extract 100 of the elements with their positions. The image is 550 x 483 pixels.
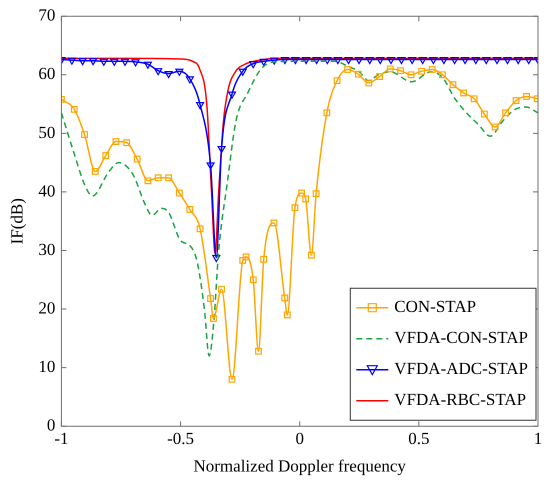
point (482, 56, 490, 64)
x-tick-label: 0.5 (408, 428, 430, 448)
point (292, 204, 298, 212)
point (440, 56, 448, 64)
point (408, 71, 414, 78)
point (154, 68, 162, 76)
point (112, 138, 120, 145)
point (439, 71, 446, 78)
point (492, 56, 502, 64)
point (270, 220, 278, 226)
y-axis-title: IF(dB) (8, 198, 27, 244)
point (312, 190, 320, 198)
legend-label: VFDA-CON-STAP (394, 328, 528, 348)
point (92, 168, 99, 175)
point (408, 56, 416, 64)
point (123, 139, 130, 146)
point (120, 58, 130, 66)
point (450, 56, 459, 64)
y-tick-label: 30 (38, 240, 56, 259)
point (102, 152, 110, 160)
point (228, 92, 236, 99)
point (81, 131, 88, 138)
point (78, 58, 87, 66)
point (196, 225, 204, 232)
y-tick-label: 60 (38, 64, 56, 84)
x-tick-label: -0.5 (167, 428, 194, 448)
point (255, 348, 262, 355)
point (492, 123, 499, 130)
point (291, 56, 300, 64)
point (196, 102, 204, 110)
point (280, 56, 289, 64)
point (144, 177, 152, 184)
point (386, 56, 396, 64)
point (418, 56, 427, 64)
point (154, 174, 162, 182)
point (354, 70, 362, 78)
point (302, 56, 310, 64)
point (354, 56, 364, 64)
point (250, 276, 257, 284)
point (186, 76, 194, 84)
point (397, 56, 406, 64)
point (480, 110, 488, 118)
point (131, 59, 140, 66)
x-tick-label: 0 (295, 428, 304, 448)
point (206, 162, 215, 170)
point (217, 146, 226, 154)
point (228, 376, 236, 383)
point (514, 56, 522, 64)
point (308, 252, 315, 259)
point (144, 62, 152, 69)
point (176, 190, 183, 197)
point (212, 254, 220, 262)
point (281, 294, 288, 302)
point (312, 56, 321, 64)
point (366, 56, 374, 64)
point (68, 58, 76, 65)
point (397, 67, 404, 74)
point (524, 56, 533, 64)
point (334, 77, 341, 84)
point (376, 73, 383, 80)
point (523, 93, 530, 100)
point (260, 256, 268, 263)
point (260, 58, 268, 66)
legend-label: CON-STAP (394, 297, 476, 316)
y-tick-label: 40 (38, 181, 56, 200)
x-axis-title: Normalized Doppler frequency (193, 456, 406, 476)
point (218, 286, 225, 293)
point (100, 58, 108, 66)
point (428, 66, 436, 73)
point (270, 58, 278, 65)
point (334, 56, 342, 64)
point (302, 196, 310, 202)
point (386, 65, 394, 72)
point (134, 156, 141, 163)
point (365, 80, 372, 86)
point (323, 56, 332, 64)
y-tick-label: 0 (46, 416, 56, 435)
point (110, 58, 118, 66)
point (164, 71, 173, 78)
point (512, 97, 520, 104)
y-tick-label: 70 (38, 6, 56, 25)
point (175, 68, 184, 76)
point (461, 56, 470, 64)
point (429, 56, 438, 64)
point (418, 68, 426, 75)
point (238, 68, 247, 76)
point (470, 95, 478, 102)
point (344, 56, 353, 64)
point (239, 257, 246, 264)
point (284, 311, 291, 318)
point (249, 61, 258, 68)
point (242, 254, 250, 260)
point (502, 109, 510, 116)
y-tick-label: 10 (38, 357, 56, 376)
point (207, 295, 214, 302)
point (450, 81, 456, 88)
point (323, 109, 330, 116)
point (186, 206, 194, 213)
x-tick-label: -1 (54, 428, 68, 448)
y-tick-label: 50 (38, 122, 56, 142)
